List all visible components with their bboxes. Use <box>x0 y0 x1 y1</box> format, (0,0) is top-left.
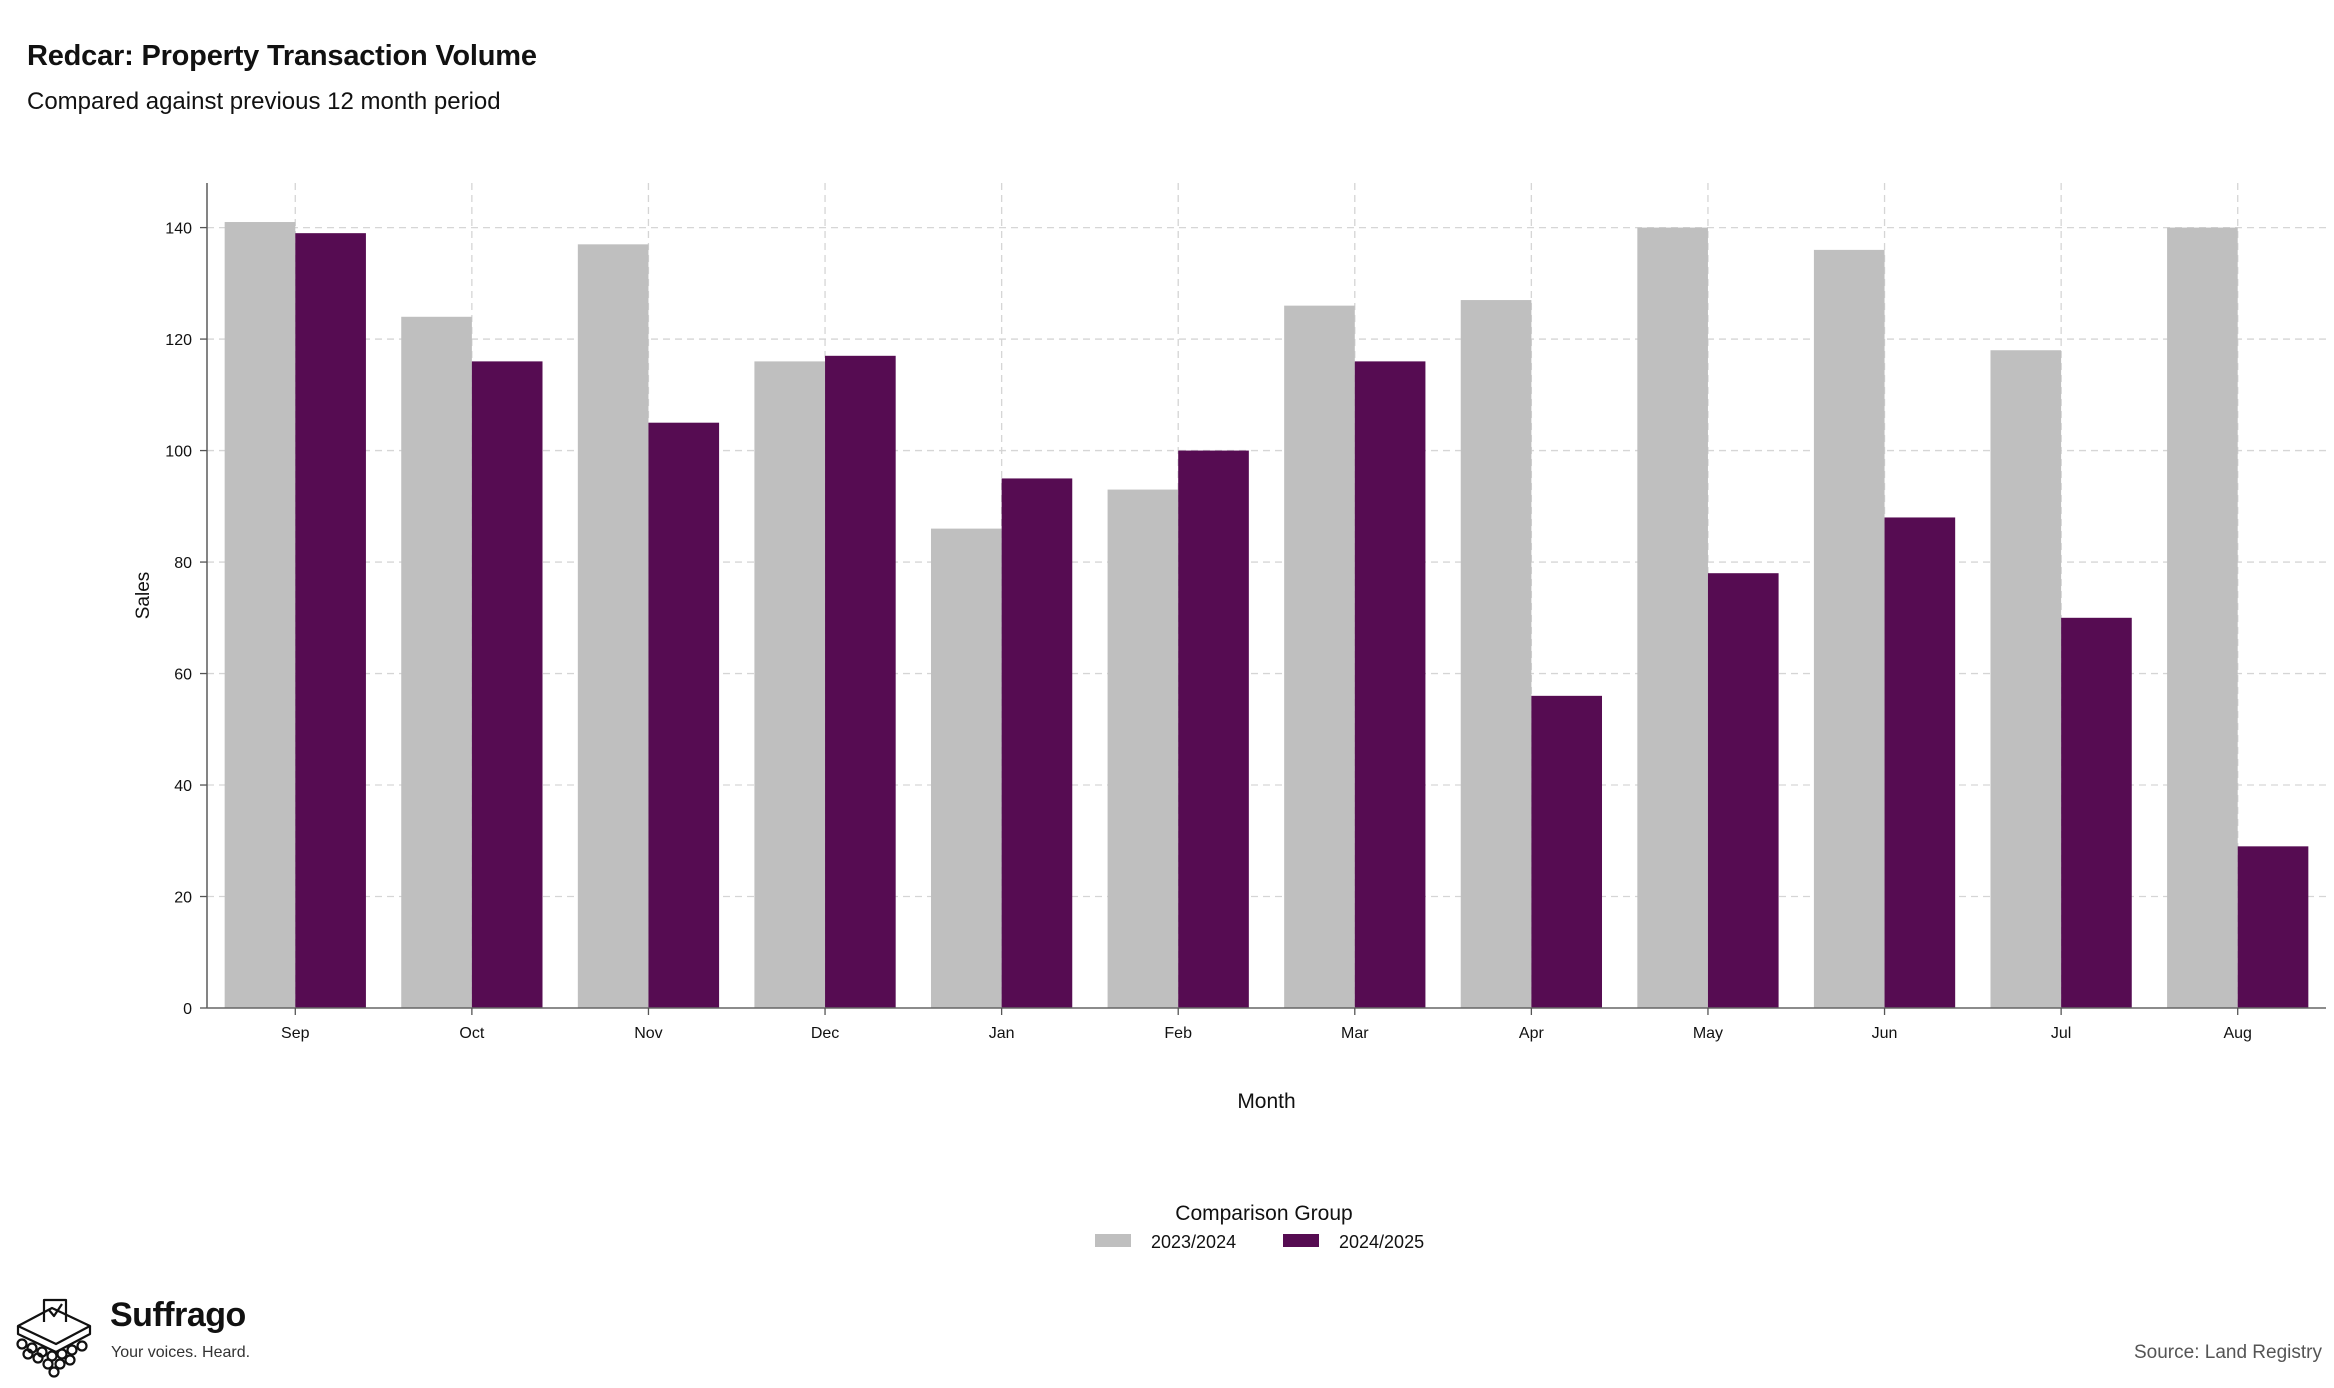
y-tick-label: 0 <box>183 1001 192 1018</box>
bars <box>224 222 2309 1009</box>
axes <box>206 183 2326 1009</box>
legend-swatch <box>1095 1234 1131 1247</box>
x-tick-label: Aug <box>2223 1025 2251 1042</box>
brand-tagline: Your voices. Heard. <box>111 1344 251 1361</box>
bar-2024-2025-nov <box>648 422 720 1009</box>
bar-2024-2025-dec <box>825 355 896 1008</box>
x-tick-label: May <box>1693 1025 1723 1042</box>
y-axis-label: Sales <box>133 572 154 620</box>
bar-2023-2024-jun <box>1813 249 1885 1008</box>
x-tick-label: Jun <box>1872 1025 1898 1042</box>
bar-2023-2024-jul <box>1990 350 2062 1008</box>
chart-title: Redcar: Property Transaction Volume <box>27 40 537 72</box>
bar-2023-2024-aug <box>2167 227 2238 1008</box>
x-tick-label: Jul <box>2051 1025 2071 1042</box>
bar-2024-2025-jun <box>1884 517 1956 1008</box>
bar-2023-2024-mar <box>1284 305 1355 1008</box>
bar-2023-2024-nov <box>577 244 649 1008</box>
y-tick-label: 60 <box>174 667 192 684</box>
bar-2023-2024-feb <box>1107 489 1179 1008</box>
x-axis-label: Month <box>1237 1090 1295 1113</box>
x-tick-label: Mar <box>1341 1025 1369 1042</box>
x-tick-label: Jan <box>989 1025 1015 1042</box>
bar-2024-2025-may <box>1707 573 1779 1008</box>
legend-title: Comparison Group <box>1175 1202 1352 1225</box>
bar-2024-2025-aug <box>2237 846 2309 1008</box>
bar-2024-2025-mar <box>1354 361 1426 1008</box>
bar-2023-2024-may <box>1637 227 1708 1008</box>
bar-2023-2024-dec <box>754 361 826 1008</box>
brand-name: Suffrago <box>110 1296 246 1334</box>
brand-logo-block: Suffrago Your voices. Heard. <box>14 1296 314 1378</box>
y-tick-label: 120 <box>165 332 192 349</box>
y-axis-ticks: 0 20 40 60 80 100 120 140 <box>165 221 207 1018</box>
source-note: Source: Land Registry <box>2134 1342 2322 1363</box>
legend: Comparison Group 2023/2024 2024/2025 <box>1095 1202 1424 1252</box>
bar-2023-2024-sep <box>224 222 296 1008</box>
y-tick-label: 140 <box>165 221 192 238</box>
legend-swatch <box>1283 1234 1319 1247</box>
bar-2024-2025-sep <box>295 233 366 1008</box>
x-tick-label: Dec <box>811 1025 839 1042</box>
x-tick-label: Oct <box>459 1025 484 1042</box>
bar-2024-2025-jul <box>2061 617 2132 1008</box>
y-tick-label: 40 <box>174 778 192 795</box>
x-axis-ticks: Sep Oct Nov Dec Jan Feb Mar Apr May Jun Jul Aug <box>281 1008 2252 1042</box>
bar-2024-2025-apr <box>1531 695 1603 1008</box>
bar-2024-2025-oct <box>471 361 543 1008</box>
y-tick-label: 80 <box>174 555 192 572</box>
y-tick-label: 20 <box>174 890 192 907</box>
bar-2023-2024-oct <box>401 316 472 1008</box>
ballot-box-icon <box>16 1298 92 1378</box>
chart-subtitle: Compared against previous 12 month perio… <box>27 88 501 115</box>
legend-label: 2023/2024 <box>1151 1232 1236 1252</box>
x-tick-label: Nov <box>634 1025 662 1042</box>
x-tick-label: Apr <box>1519 1025 1545 1042</box>
legend-label: 2024/2025 <box>1339 1232 1424 1252</box>
legend-items: 2023/2024 2024/2025 <box>1095 1232 1424 1252</box>
bar-2024-2025-jan <box>1001 478 1073 1008</box>
x-tick-label: Sep <box>281 1025 310 1042</box>
bar-chart: 0 20 40 60 80 100 120 140 Sep Oct Nov Dec Jan Feb Mar… <box>133 183 2326 1252</box>
bar-2023-2024-jan <box>930 528 1002 1008</box>
bar-2023-2024-apr <box>1460 300 1532 1009</box>
bar-2024-2025-feb <box>1178 450 1249 1008</box>
x-tick-label: Feb <box>1164 1025 1192 1042</box>
y-tick-label: 100 <box>165 444 192 461</box>
